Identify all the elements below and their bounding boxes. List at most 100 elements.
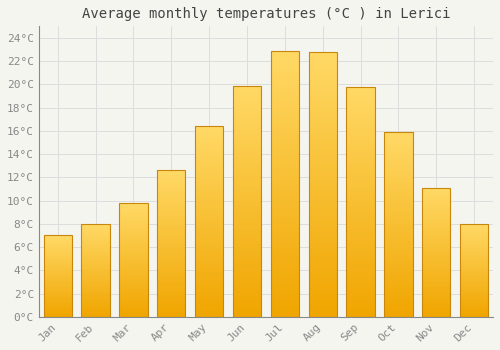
Bar bbox=[384, 156, 412, 158]
Bar bbox=[384, 176, 412, 178]
Bar bbox=[233, 208, 261, 210]
Bar bbox=[270, 293, 299, 295]
Bar bbox=[422, 224, 450, 225]
Bar bbox=[195, 182, 224, 183]
Bar bbox=[346, 255, 375, 257]
Bar bbox=[82, 238, 110, 239]
Bar bbox=[44, 300, 72, 301]
Bar bbox=[233, 298, 261, 301]
Bar bbox=[308, 124, 337, 126]
Bar bbox=[157, 173, 186, 175]
Bar bbox=[460, 271, 488, 272]
Bar bbox=[384, 315, 412, 317]
Bar bbox=[422, 221, 450, 223]
Bar bbox=[460, 312, 488, 313]
Bar bbox=[119, 228, 148, 229]
Bar bbox=[233, 155, 261, 157]
Bar bbox=[195, 185, 224, 187]
Bar bbox=[119, 298, 148, 299]
Bar bbox=[82, 259, 110, 260]
Bar bbox=[422, 314, 450, 315]
Bar bbox=[195, 193, 224, 195]
Bar bbox=[195, 281, 224, 282]
Bar bbox=[157, 313, 186, 314]
Bar bbox=[157, 201, 186, 203]
Bar bbox=[270, 298, 299, 301]
Bar bbox=[195, 197, 224, 199]
Bar bbox=[270, 192, 299, 194]
Bar bbox=[308, 197, 337, 200]
Bar bbox=[119, 292, 148, 293]
Bar bbox=[119, 262, 148, 263]
Bar bbox=[384, 276, 412, 278]
Bar bbox=[157, 266, 186, 267]
Bar bbox=[422, 290, 450, 291]
Bar bbox=[460, 270, 488, 271]
Bar bbox=[44, 298, 72, 299]
Bar bbox=[82, 226, 110, 228]
Bar bbox=[346, 299, 375, 301]
Bar bbox=[308, 70, 337, 73]
Bar bbox=[233, 160, 261, 162]
Bar bbox=[82, 243, 110, 244]
Bar bbox=[233, 213, 261, 215]
Bar bbox=[82, 249, 110, 250]
Bar bbox=[460, 251, 488, 252]
Bar bbox=[308, 234, 337, 237]
Bar bbox=[119, 315, 148, 316]
Bar bbox=[384, 234, 412, 236]
Bar bbox=[384, 158, 412, 160]
Bar bbox=[157, 181, 186, 182]
Bar bbox=[308, 129, 337, 131]
Bar bbox=[460, 296, 488, 297]
Bar bbox=[195, 218, 224, 219]
Bar bbox=[233, 132, 261, 134]
Bar bbox=[44, 312, 72, 313]
Bar bbox=[82, 305, 110, 306]
Bar bbox=[308, 136, 337, 139]
Bar bbox=[119, 229, 148, 230]
Bar bbox=[384, 236, 412, 237]
Bar bbox=[422, 265, 450, 266]
Bar bbox=[384, 175, 412, 176]
Bar bbox=[308, 55, 337, 57]
Bar bbox=[308, 256, 337, 259]
Bar bbox=[119, 234, 148, 235]
Bar bbox=[460, 238, 488, 239]
Bar bbox=[82, 278, 110, 279]
Bar bbox=[82, 272, 110, 273]
Bar bbox=[195, 157, 224, 159]
Bar bbox=[384, 169, 412, 171]
Bar bbox=[384, 232, 412, 234]
Bar bbox=[270, 136, 299, 139]
Bar bbox=[308, 245, 337, 248]
Bar bbox=[233, 287, 261, 289]
Bar bbox=[233, 176, 261, 178]
Bar bbox=[195, 216, 224, 218]
Bar bbox=[422, 214, 450, 215]
Bar bbox=[119, 231, 148, 232]
Bar bbox=[82, 309, 110, 310]
Bar bbox=[119, 232, 148, 234]
Bar bbox=[44, 294, 72, 295]
Bar bbox=[346, 250, 375, 252]
Bar bbox=[346, 211, 375, 213]
Bar bbox=[384, 272, 412, 274]
Bar bbox=[233, 190, 261, 192]
Bar bbox=[422, 247, 450, 248]
Bar bbox=[422, 285, 450, 286]
Bar bbox=[44, 243, 72, 244]
Bar bbox=[308, 290, 337, 293]
Bar bbox=[460, 249, 488, 250]
Bar bbox=[460, 276, 488, 277]
Bar bbox=[384, 188, 412, 189]
Bar bbox=[270, 106, 299, 109]
Bar bbox=[346, 310, 375, 312]
Bar bbox=[422, 228, 450, 229]
Bar bbox=[346, 223, 375, 225]
Bar bbox=[44, 271, 72, 272]
Bar bbox=[233, 222, 261, 224]
Bar bbox=[119, 218, 148, 219]
Bar bbox=[195, 258, 224, 260]
Bar bbox=[270, 112, 299, 114]
